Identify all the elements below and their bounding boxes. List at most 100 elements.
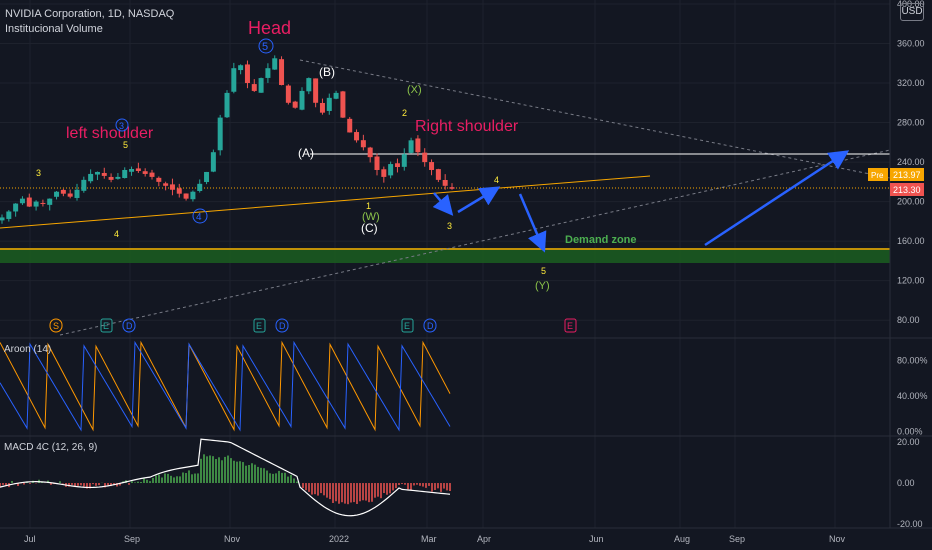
candle-body [292, 101, 298, 108]
candle-body [244, 64, 250, 84]
event-marker-d-1[interactable] [122, 318, 136, 333]
event-marker-s[interactable] [49, 318, 63, 333]
event-marker-d-2[interactable] [275, 318, 289, 333]
demand-zone-rect [0, 248, 890, 263]
last-price-badge-value: 213.30 [893, 185, 921, 195]
aroon-tick-label: 40.00% [897, 391, 928, 401]
wave-w-label: (W) [362, 211, 380, 223]
pre-badge-tag [868, 168, 888, 181]
projection-arrow [704, 150, 850, 247]
circled-4-label: 4 [196, 212, 202, 223]
candle-body [258, 78, 264, 93]
macd-tick-label: 0.00 [897, 478, 915, 488]
candle-body [67, 193, 73, 197]
candle-body [6, 211, 12, 219]
candle-body [251, 84, 257, 91]
price-candles [0, 55, 455, 224]
currency-button[interactable]: USD [900, 3, 924, 21]
candle-body [333, 92, 339, 99]
candle-body [60, 189, 66, 194]
date-tick-label: Sep [124, 534, 140, 544]
candle-body [26, 197, 32, 207]
price-tick-label: 120.00 [897, 276, 925, 286]
aroon-title: Aroon (14) [4, 344, 51, 355]
candle-body [231, 68, 237, 92]
small-wave-1: 1 [366, 201, 371, 211]
projection-arrow [432, 192, 454, 216]
candle-body [299, 90, 305, 110]
candle-body [40, 202, 46, 204]
candle-body [429, 162, 435, 170]
price-tick-label: 280.00 [897, 118, 925, 128]
trendlines [0, 59, 891, 336]
candle-body [88, 173, 94, 182]
circled-3-label: 3 [119, 121, 124, 131]
candle-body [176, 188, 182, 194]
price-tick-label: 80.00 [897, 315, 920, 325]
date-tick-label: Nov [224, 534, 241, 544]
date-tick-label: Jun [589, 534, 604, 544]
price-tick-label: 240.00 [897, 157, 925, 167]
aroon-tick-label: 80.00% [897, 355, 928, 365]
small-wave-4-b: 4 [494, 175, 499, 185]
indicator-name: Institucional Volume [5, 23, 103, 35]
date-tick-label: Nov [829, 534, 846, 544]
head-label: Head [248, 18, 291, 38]
candle-body [306, 78, 312, 92]
event-markers[interactable]: S E D E D E D E [49, 318, 577, 333]
candle-body [156, 177, 162, 182]
candle-body [183, 193, 189, 199]
small-wave-5-b: 5 [541, 266, 546, 276]
small-wave-3-a: 3 [36, 168, 41, 178]
candle-body [190, 191, 196, 200]
wave-x-label: (X) [407, 84, 422, 96]
event-marker-e-1[interactable] [100, 318, 113, 333]
aroon-up-line [0, 340, 451, 432]
aroon-down-line [0, 340, 451, 432]
support-dashed [59, 149, 891, 336]
candle-body [360, 140, 366, 148]
aroon-pane [0, 340, 451, 432]
event-marker-e-4-label: E [567, 321, 573, 331]
event-marker-e-2[interactable] [253, 318, 266, 333]
candle-body [94, 171, 100, 175]
price-badges: Pre 213.97 213.30 [868, 168, 924, 196]
candle-body [115, 176, 121, 179]
aroon-tick-label: 0.00% [897, 427, 923, 437]
candle-body [415, 138, 421, 153]
small-wave-2: 2 [402, 108, 407, 118]
event-marker-d-1-label: D [126, 321, 133, 331]
event-marker-e-1-label: E [103, 321, 109, 331]
small-wave-3-b: 3 [447, 221, 452, 231]
wave-labels: 5 (B) (X) (A) (W) (C) (Y) 3 5 4 4 1 2 3 … [36, 38, 550, 292]
pre-badge-value: 213.97 [893, 170, 921, 180]
candle-body [394, 163, 400, 168]
candle-body [272, 58, 278, 70]
date-tick-label: 2022 [329, 534, 349, 544]
candle-body [135, 168, 141, 171]
price-tick-label: 400.00 [897, 0, 925, 9]
chart-title: NVIDIA Corporation, 1D, NASDAQ [5, 8, 175, 20]
candle-body [122, 169, 128, 178]
resistance-dashed [299, 59, 891, 179]
wave-5-circle [258, 38, 274, 54]
candle-body [367, 147, 373, 158]
pre-badge [890, 168, 924, 181]
candle-body [19, 198, 25, 204]
candle-body [47, 198, 53, 205]
candle-body [435, 169, 441, 180]
candle-body [326, 97, 332, 111]
date-tick-label: Jul [24, 534, 36, 544]
macd-title: MACD 4C (12, 26, 9) [4, 442, 97, 453]
candle-body [374, 156, 380, 170]
price-tick-label: 360.00 [897, 38, 925, 48]
candle-body [33, 201, 39, 207]
date-tick-label: Aug [674, 534, 690, 544]
event-marker-d-3[interactable] [423, 318, 437, 333]
event-marker-e-3[interactable] [401, 318, 414, 333]
macd-tick-label: -20.00 [897, 519, 923, 529]
wave-b-label: (B) [319, 65, 335, 79]
event-marker-e-4[interactable] [564, 318, 577, 333]
